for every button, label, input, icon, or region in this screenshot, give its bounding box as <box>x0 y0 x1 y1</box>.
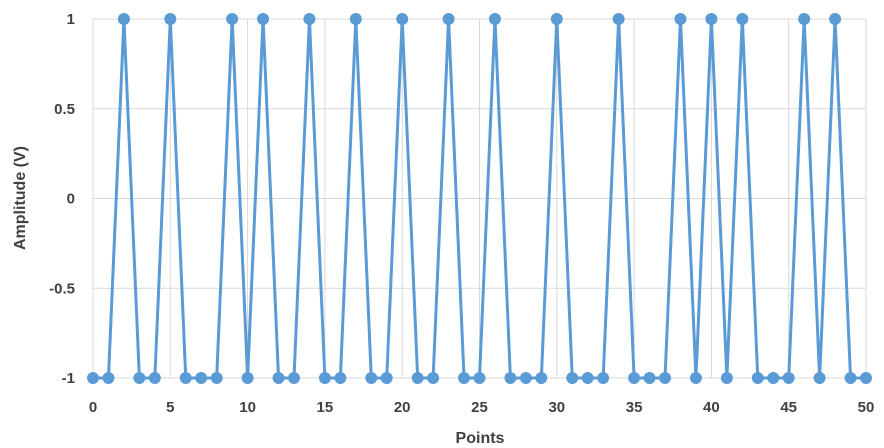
data-point <box>519 372 532 384</box>
data-point <box>628 372 641 384</box>
data-point <box>844 372 857 384</box>
data-point <box>133 372 146 384</box>
data-point <box>102 372 115 384</box>
series-group <box>87 13 872 384</box>
data-point <box>148 372 161 384</box>
y-axis-title: Amplitude (V) <box>12 146 29 250</box>
y-tick-label: -1 <box>62 370 75 387</box>
data-point <box>287 372 300 384</box>
data-point <box>365 372 378 384</box>
data-point <box>829 13 842 25</box>
data-point <box>195 372 208 384</box>
data-point <box>411 372 424 384</box>
x-tick-label: 15 <box>317 399 334 416</box>
data-point <box>597 372 610 384</box>
data-point <box>705 13 718 25</box>
data-point <box>535 372 548 384</box>
data-point <box>427 372 440 384</box>
x-tick-label: 10 <box>239 399 256 416</box>
data-point <box>303 13 316 25</box>
x-tick-label: 25 <box>471 399 488 416</box>
data-point <box>751 372 764 384</box>
data-point <box>334 372 347 384</box>
data-point <box>349 13 362 25</box>
data-point <box>643 372 656 384</box>
data-point <box>659 372 672 384</box>
data-point <box>164 13 177 25</box>
data-point <box>504 372 517 384</box>
data-point <box>720 372 733 384</box>
data-point <box>798 13 811 25</box>
data-point <box>612 13 625 25</box>
data-point <box>179 372 192 384</box>
x-tick-label: 20 <box>394 399 411 416</box>
data-point <box>581 372 594 384</box>
x-tick-label: 45 <box>780 399 797 416</box>
data-point <box>241 372 254 384</box>
data-point <box>226 13 239 25</box>
data-point <box>117 13 130 25</box>
data-point <box>767 372 780 384</box>
data-point <box>318 372 331 384</box>
data-point <box>473 372 486 384</box>
data-point <box>210 372 223 384</box>
x-tick-label: 35 <box>626 399 643 416</box>
x-tick-label: 5 <box>166 399 174 416</box>
y-tick-label: -0.5 <box>49 280 75 297</box>
data-point <box>396 13 409 25</box>
y-tick-label: 0 <box>67 191 75 208</box>
data-point <box>782 372 795 384</box>
data-point <box>736 13 749 25</box>
y-tick-label: 0.5 <box>54 101 75 118</box>
data-point <box>380 372 393 384</box>
data-point <box>458 372 471 384</box>
x-axis-ticks: 0 5 10 15 20 25 30 35 40 45 50 <box>89 399 875 416</box>
data-point <box>674 13 687 25</box>
y-axis-ticks: 1 0.5 0 -0.5 -1 <box>49 11 75 387</box>
data-point <box>272 372 285 384</box>
data-point <box>813 372 826 384</box>
data-point <box>87 372 99 384</box>
x-axis-title: Points <box>456 430 505 447</box>
x-tick-label: 40 <box>703 399 720 416</box>
data-point <box>550 13 563 25</box>
data-point <box>689 372 702 384</box>
data-point <box>860 372 872 384</box>
y-tick-label: 1 <box>67 11 75 28</box>
data-point <box>257 13 270 25</box>
x-tick-label: 30 <box>548 399 565 416</box>
x-tick-label: 50 <box>858 399 875 416</box>
data-point <box>566 372 579 384</box>
x-tick-label: 0 <box>89 399 97 416</box>
data-point <box>488 13 501 25</box>
data-point <box>442 13 455 25</box>
